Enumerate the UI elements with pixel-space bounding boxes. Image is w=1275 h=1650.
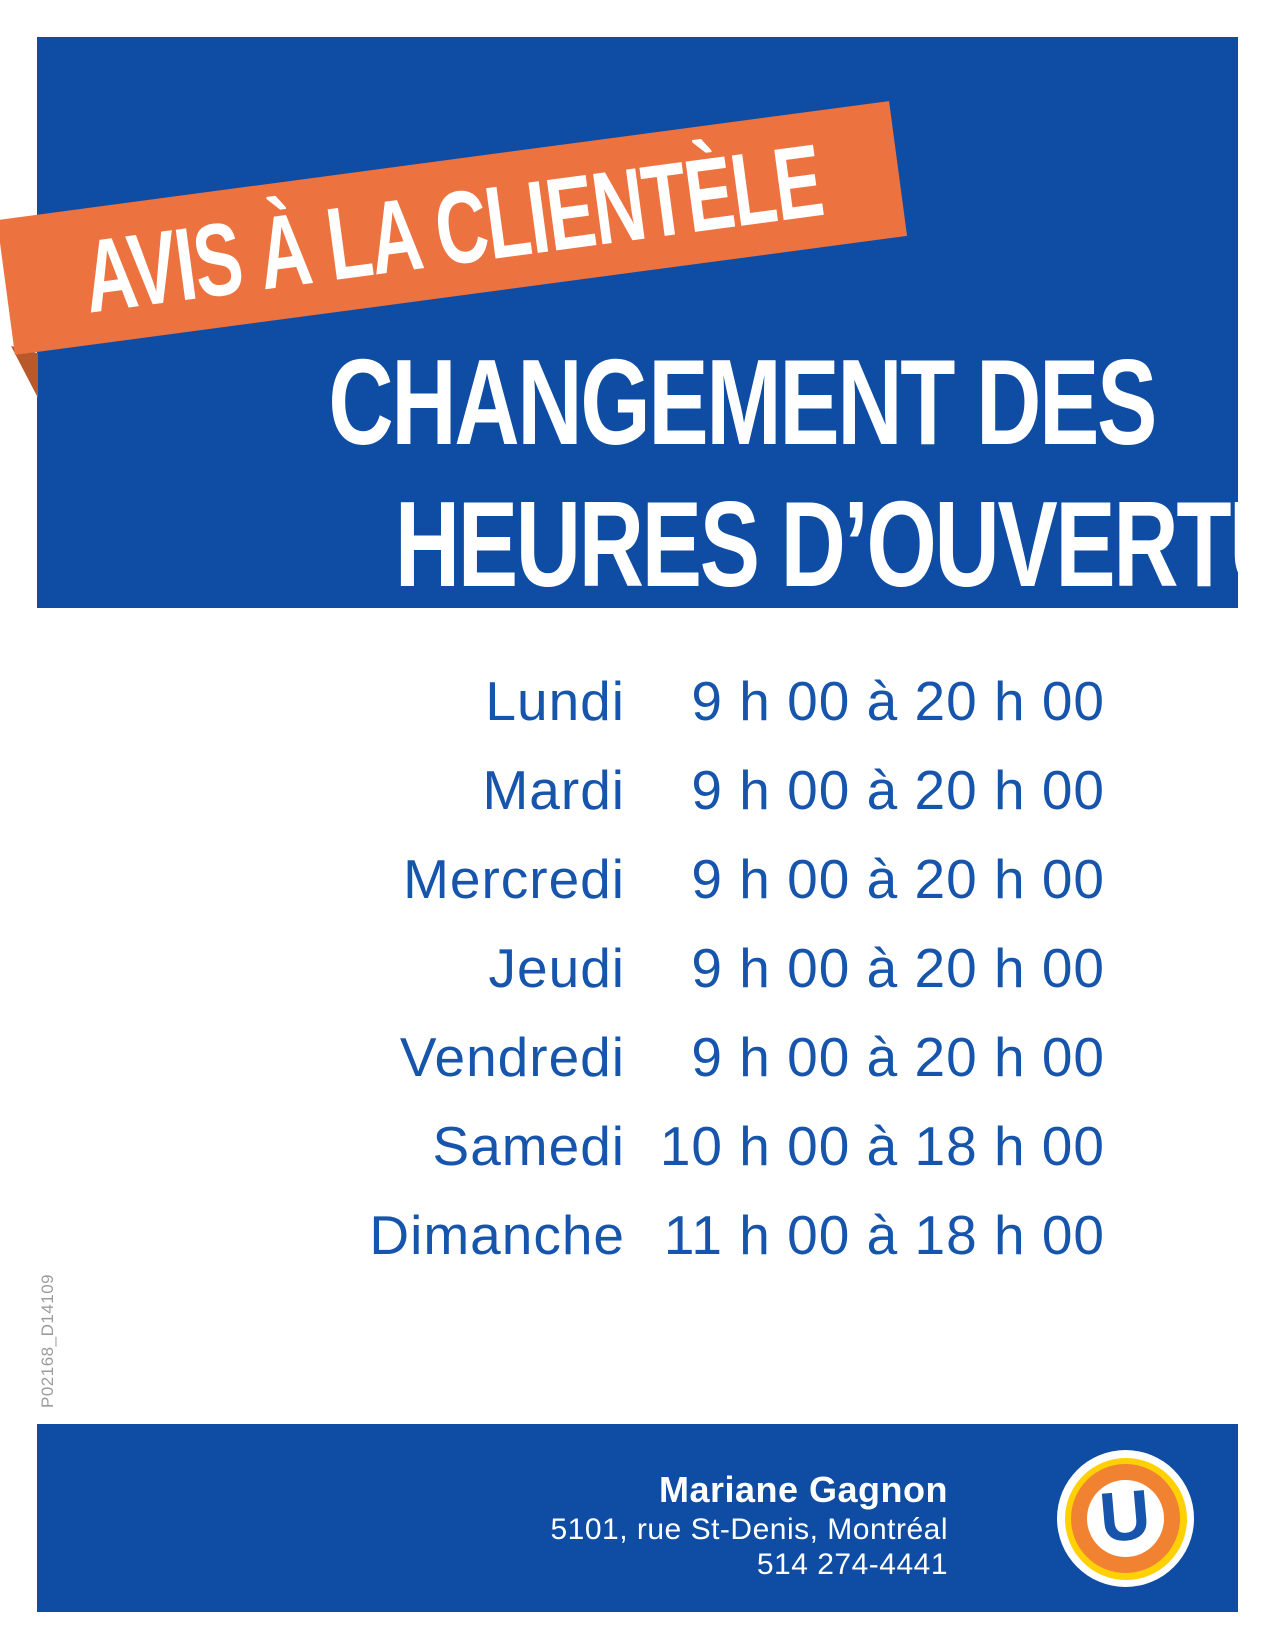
schedule-row: Mercredi 9 h 00 à 20 h 00 <box>37 834 1155 923</box>
contact-phone: 514 274-4441 <box>756 1548 948 1581</box>
hours-value: 9 h 00 à 20 h 00 <box>691 1025 1105 1088</box>
opening-hours-schedule: Lundi 9 h 00 à 20 h 00 Mardi 9 h 00 à 20… <box>37 656 1155 1279</box>
hours-value: 9 h 00 à 20 h 00 <box>691 758 1105 821</box>
headline-line-1: CHANGEMENT DES <box>328 334 1157 470</box>
logo-inner-circle: U <box>1087 1474 1164 1557</box>
store-logo: U <box>1057 1450 1194 1587</box>
day-label: Lundi <box>485 669 625 732</box>
print-code: P02168_D14109 <box>38 1273 57 1408</box>
day-label: Jeudi <box>488 936 625 999</box>
day-label: Samedi <box>432 1114 625 1177</box>
logo-ring-yellow: U <box>1064 1457 1187 1580</box>
contact-address: 5101, rue St-Denis, Montréal <box>550 1513 948 1546</box>
footer-contact: Mariane Gagnon 5101, rue St-Denis, Montr… <box>550 1468 948 1582</box>
day-label: Mardi <box>482 758 625 821</box>
hours-value: 9 h 00 à 20 h 00 <box>691 847 1105 910</box>
day-label: Vendredi <box>399 1025 625 1088</box>
schedule-row: Jeudi 9 h 00 à 20 h 00 <box>37 923 1155 1012</box>
headline-line-2: HEURES D’OUVERTURE <box>394 476 1275 612</box>
schedule-row: Lundi 9 h 00 à 20 h 00 <box>37 656 1155 745</box>
footer-bar: Mariane Gagnon 5101, rue St-Denis, Montr… <box>37 1424 1238 1612</box>
hours-value: 11 h 00 à 18 h 00 <box>663 1203 1105 1266</box>
schedule-row: Vendredi 9 h 00 à 20 h 00 <box>37 1012 1155 1101</box>
logo-ring-orange: U <box>1071 1464 1180 1573</box>
hours-value: 10 h 00 à 18 h 00 <box>659 1114 1105 1177</box>
day-label: Dimanche <box>369 1203 625 1266</box>
day-label: Mercredi <box>403 847 625 910</box>
hours-value: 9 h 00 à 20 h 00 <box>691 936 1105 999</box>
hours-value: 9 h 00 à 20 h 00 <box>691 669 1105 732</box>
logo-letter-u: U <box>1096 1474 1154 1557</box>
schedule-row: Mardi 9 h 00 à 20 h 00 <box>37 745 1155 834</box>
schedule-row: Samedi 10 h 00 à 18 h 00 <box>37 1101 1155 1190</box>
schedule-row: Dimanche 11 h 00 à 18 h 00 <box>37 1190 1155 1279</box>
headline: CHANGEMENT DES HEURES D’OUVERTURE <box>37 334 1275 634</box>
contact-name: Mariane Gagnon <box>658 1469 948 1510</box>
